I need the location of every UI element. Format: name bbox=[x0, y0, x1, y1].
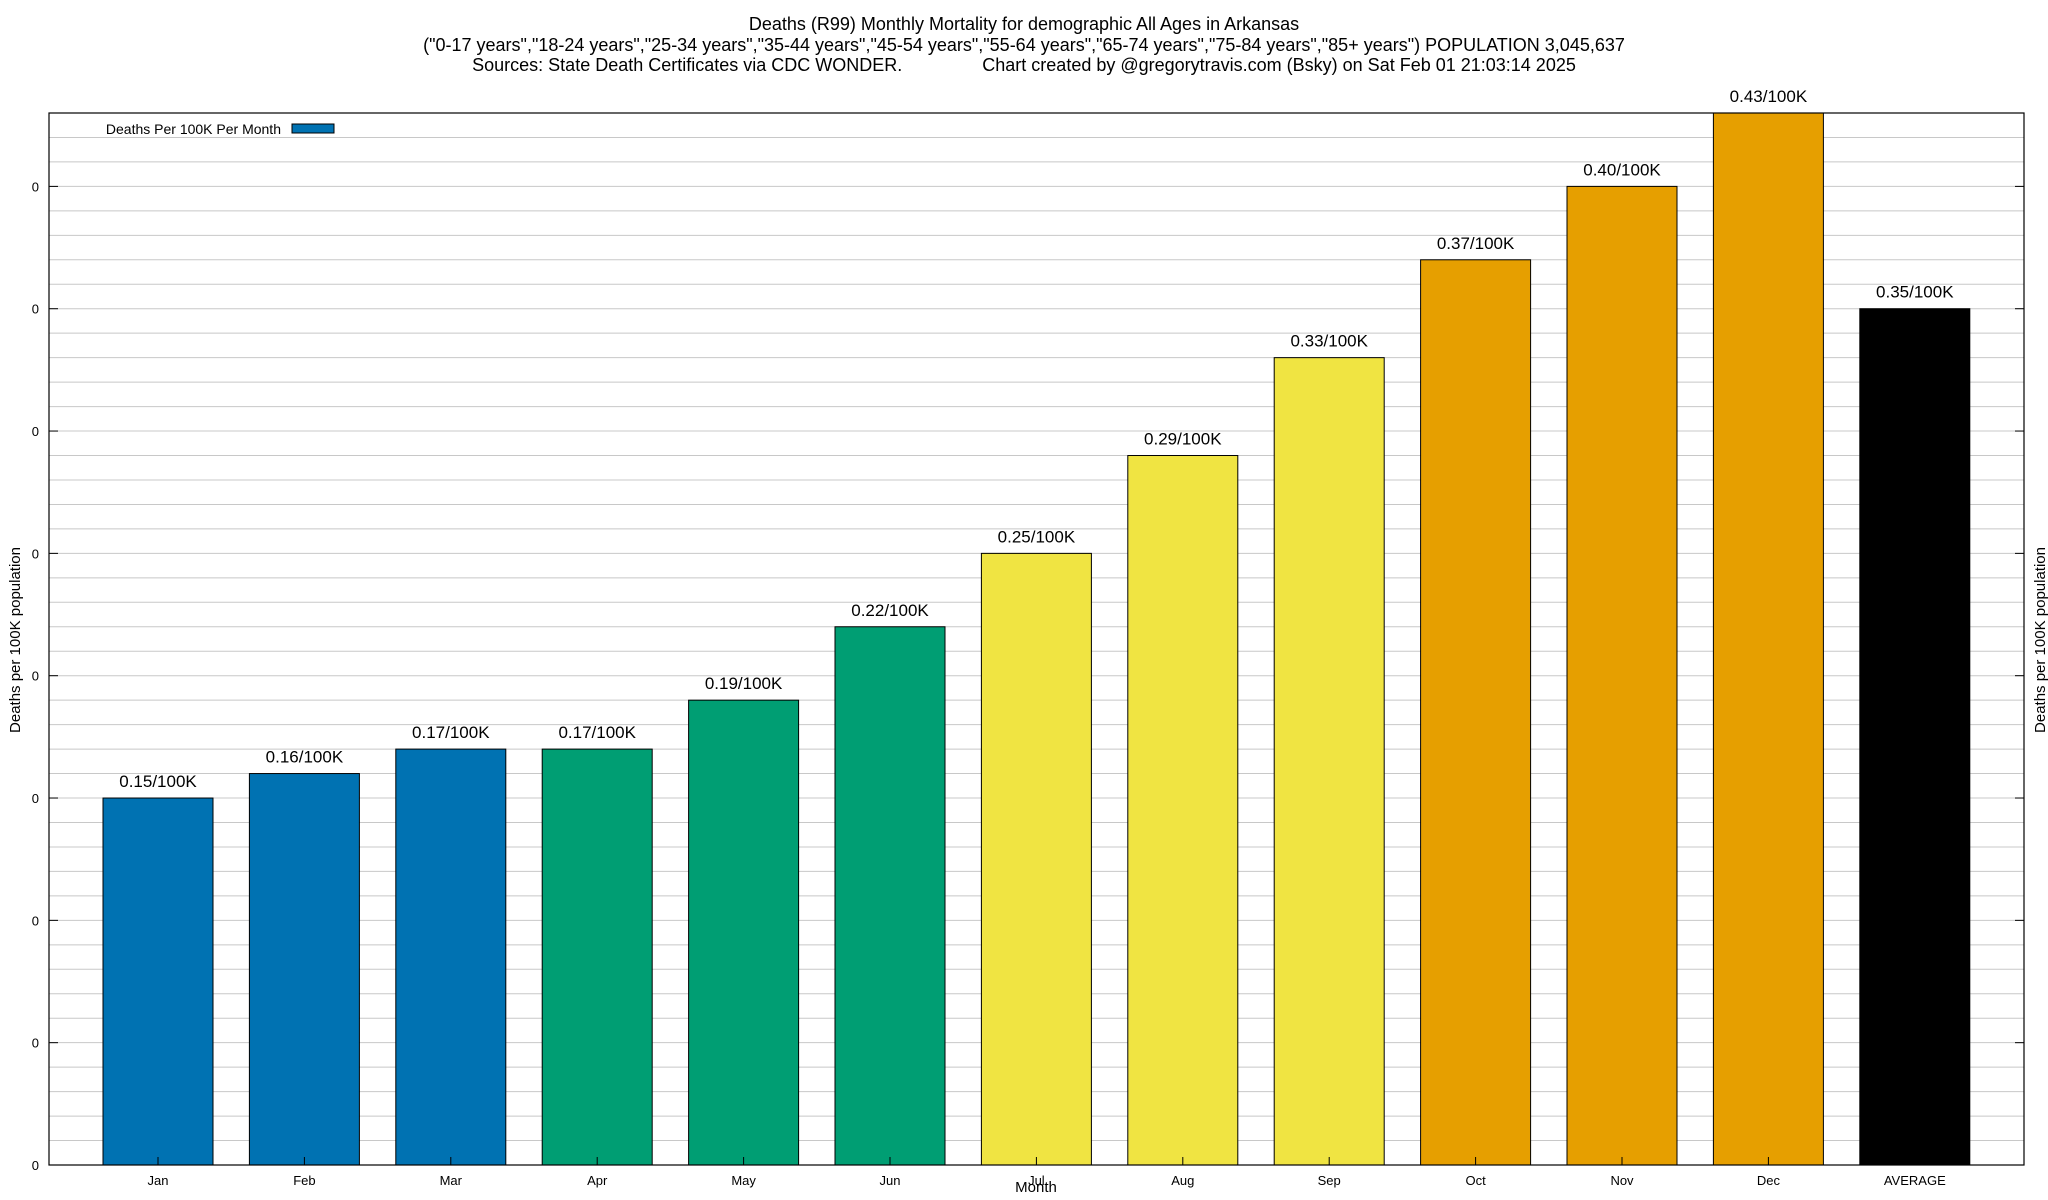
chart-title: Deaths (R99) Monthly Mortality for demog… bbox=[749, 14, 1299, 34]
bar-jan bbox=[102, 797, 214, 1166]
y-tick-label: 0 bbox=[32, 546, 39, 561]
bar-may bbox=[688, 699, 800, 1166]
x-tick-label: Sep bbox=[1318, 1173, 1341, 1188]
y-tick-label: 0 bbox=[32, 302, 39, 317]
data-label: 0.33/100K bbox=[1290, 332, 1368, 351]
bar-jun bbox=[834, 626, 946, 1166]
y-tick-label: 0 bbox=[32, 1158, 39, 1173]
x-tick-label: Jul bbox=[1028, 1173, 1045, 1188]
bar-sep bbox=[1273, 357, 1385, 1166]
data-label: 0.29/100K bbox=[1144, 430, 1222, 449]
plot-frame bbox=[48, 112, 2025, 1166]
data-label: 0.37/100K bbox=[1437, 234, 1515, 253]
bar-average bbox=[1859, 308, 1971, 1166]
bar-oct bbox=[1420, 259, 1532, 1166]
legend-swatch bbox=[291, 123, 335, 134]
bar-apr bbox=[541, 748, 653, 1166]
data-label: 0.35/100K bbox=[1876, 283, 1954, 302]
y-tick-label: 0 bbox=[32, 179, 39, 194]
bar-mar bbox=[395, 748, 507, 1166]
x-tick-label: Nov bbox=[1610, 1173, 1634, 1188]
chart-subtitle: ("0-17 years","18-24 years","25-34 years… bbox=[423, 35, 1625, 55]
x-tick-label: Apr bbox=[587, 1173, 608, 1188]
x-tick-label: AVERAGE bbox=[1884, 1173, 1946, 1188]
x-tick-label: Jun bbox=[880, 1173, 901, 1188]
bar-dec bbox=[1712, 112, 1824, 1166]
data-label: 0.15/100K bbox=[119, 772, 197, 791]
x-ticks-layer: Jan Feb Mar Apr May Jun Jul Aug Sep Oct Nov Dec AVER… bbox=[148, 1157, 1946, 1188]
y-tick-label: 0 bbox=[32, 913, 39, 928]
x-axis-label: Month bbox=[1015, 1179, 1057, 1196]
chart-source-line: Sources: State Death Certificates via CD… bbox=[472, 55, 1576, 75]
data-label: 0.16/100K bbox=[266, 748, 344, 767]
bars-layer bbox=[102, 112, 1971, 1166]
y-axis-label: Deaths per 100K population bbox=[7, 547, 24, 733]
x-tick-label: Jan bbox=[148, 1173, 169, 1188]
y-tick-label: 0 bbox=[32, 791, 39, 806]
y-tick-label: 0 bbox=[32, 669, 39, 684]
data-label: 0.40/100K bbox=[1583, 160, 1661, 179]
x-tick-label: Oct bbox=[1465, 1173, 1486, 1188]
x-tick-label: Mar bbox=[440, 1173, 463, 1188]
data-label: 0.17/100K bbox=[558, 723, 636, 742]
data-label: 0.22/100K bbox=[851, 601, 929, 620]
data-labels-layer: 0.15/100K 0.16/100K 0.17/100K 0.17/100K 0.19… bbox=[119, 87, 1954, 791]
legend: Deaths Per 100K Per Month bbox=[106, 121, 335, 137]
x-tick-label: May bbox=[731, 1173, 756, 1188]
data-label: 0.19/100K bbox=[705, 674, 783, 693]
data-label: 0.25/100K bbox=[998, 527, 1076, 546]
data-label: 0.17/100K bbox=[412, 723, 490, 742]
y-tick-label: 0 bbox=[32, 424, 39, 439]
bar-nov bbox=[1566, 185, 1678, 1166]
legend-label: Deaths Per 100K Per Month bbox=[106, 121, 281, 137]
y-tick-label: 0 bbox=[32, 1036, 39, 1051]
bar-feb bbox=[248, 773, 360, 1166]
y-axis-label-right: Deaths per 100K population bbox=[2032, 547, 2048, 733]
x-tick-label: Aug bbox=[1171, 1173, 1194, 1188]
x-tick-label: Dec bbox=[1757, 1173, 1781, 1188]
x-tick-label: Feb bbox=[293, 1173, 315, 1188]
y-ticks-layer: 0 0 0 0 0 0 0 0 0 bbox=[32, 179, 2024, 1173]
bar-jul bbox=[980, 552, 1092, 1166]
bar-aug bbox=[1127, 455, 1239, 1166]
data-label: 0.43/100K bbox=[1730, 87, 1808, 106]
